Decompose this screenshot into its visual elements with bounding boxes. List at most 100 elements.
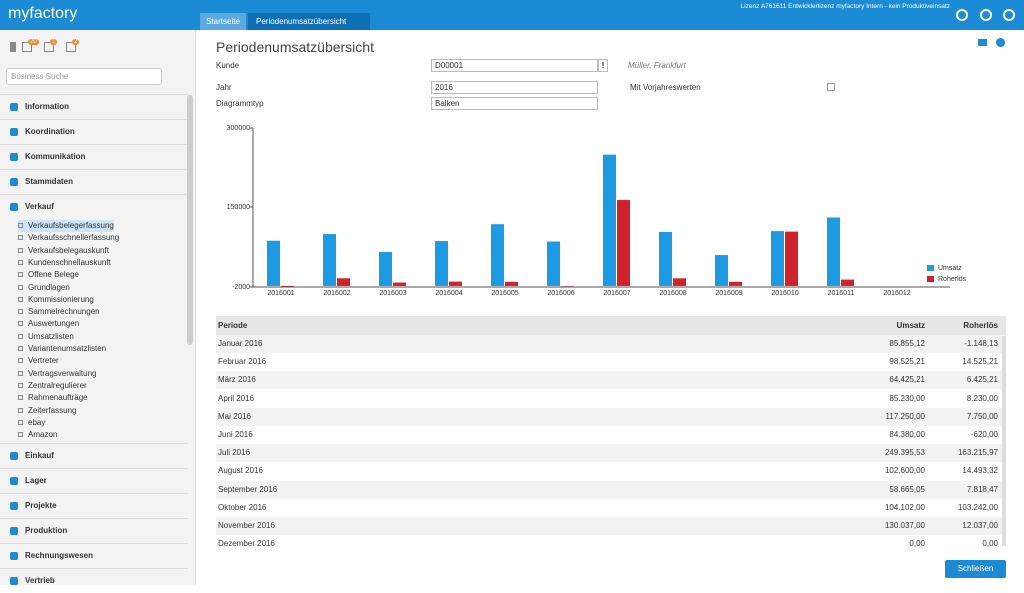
cell: 7.750,00 [967,408,998,426]
settings-icon[interactable] [956,9,968,21]
header-cell: Roherlös [963,321,998,330]
nav-section[interactable]: Koordination [0,119,188,144]
power-icon[interactable] [980,9,992,21]
table-row: Juni 2016 84.380,00 -620,00 [216,426,1006,444]
bar [659,232,672,286]
search-box[interactable]: Business Suche [6,68,162,85]
legend-swatch [927,265,934,271]
x-tick-label: 2016009 [715,290,742,297]
nav-item[interactable]: Auswertungen [18,318,79,330]
cell: Juni 2016 [218,426,253,444]
cell: 7.818,47 [967,481,998,499]
nav-item[interactable]: Umsatzlisten [18,331,74,343]
icon [10,42,16,52]
tab[interactable]: Startseite [200,13,246,30]
nav-item[interactable]: Variantenumsatzlisten [18,343,106,355]
nav-bullet [18,432,23,437]
nav-bullet [18,309,23,314]
badge: 1 [50,39,57,45]
nav-item[interactable]: Vertreter [18,355,59,367]
nav-bullet [18,285,23,290]
nav-item[interactable]: Verkaufsschnellerfassung [18,232,119,244]
nav-item[interactable]: Sammelrechnungen [18,306,100,318]
cell: 14.525,21 [962,353,998,371]
y-tick-label: -2000 [232,284,250,291]
nav-label: Projekte [25,494,57,518]
nav-item[interactable]: Amazon [18,429,57,441]
nav-item[interactable]: Kundenschnellauskunft [18,257,111,269]
bar [729,282,742,286]
select[interactable]: Balken [431,97,598,110]
x-tick-label: 2016006 [547,290,574,297]
cell: 6.425,21 [967,371,998,389]
nav-section[interactable]: Rechnungswesen [0,543,188,568]
nav-bullet [18,297,23,302]
nav-item[interactable]: Kommissionierung [18,294,94,306]
nav-section[interactable]: Produktion [0,518,188,543]
nav-section[interactable]: Verkauf [0,194,188,219]
checkbox[interactable] [827,83,835,91]
bar [547,242,560,286]
nav-icon [10,178,18,186]
nav-label: Kommunikation [25,145,85,169]
mail-icon[interactable] [978,39,987,46]
table-scrollbar[interactable] [1002,336,1006,546]
nav-bullet [18,395,23,400]
nav-item[interactable]: Verkaufsbelegauskunft [18,245,109,257]
cell: 85.855,12 [889,335,925,353]
legend-label: Umsatz [938,265,962,272]
nav-section[interactable]: Vertrieb [0,568,188,593]
nav-icon [10,452,18,460]
cell: 84.380,00 [889,426,925,444]
nav-icon [10,103,18,111]
logout-icon[interactable] [1003,9,1015,21]
nav-icon [10,153,18,161]
x-tick-label: 2016010 [771,290,798,297]
nav-bullet [18,223,23,228]
cell: 8.230,00 [967,390,998,408]
scrollbar[interactable] [187,95,193,345]
cell: 85.230,00 [889,390,925,408]
cell: -620,00 [971,426,998,444]
cell: März 2016 [218,371,256,389]
cell: 58.665,05 [889,481,925,499]
nav-item[interactable]: Rahmenaufträge [18,392,88,404]
nav-icon [10,552,18,560]
x-tick-label: 2016001 [267,290,294,297]
nav-section[interactable]: Projekte [0,493,188,518]
bar [491,224,504,286]
nav-section[interactable]: Lager [0,468,188,493]
nav-item[interactable]: Grundlagen [18,282,70,294]
nav-section[interactable]: Kommunikation [0,144,188,169]
nav-section[interactable]: Information [0,94,188,119]
bar [841,280,854,286]
nav-bullet [18,371,23,376]
x-tick-label: 2016004 [435,290,462,297]
nav-item[interactable]: Offene Belege [18,269,79,281]
nav-item[interactable]: Zentralregulierer [18,380,87,392]
help-icon[interactable] [996,38,1005,47]
tab-active[interactable]: Periodenumsatzübersicht [248,13,370,30]
close-button[interactable]: Schließen [945,560,1006,578]
bar [715,255,728,286]
select[interactable]: 2016 [431,81,598,94]
nav-bullet [18,248,23,253]
input[interactable]: D00001 [431,59,598,72]
nav-label: Lager [25,469,47,493]
nav-item[interactable]: Verkaufsbelegerfassung [18,220,114,232]
nav-icon [10,128,18,136]
nav-section[interactable]: Stammdaten [0,169,188,194]
nav-icon [10,577,18,585]
cell: 130.037,00 [885,517,925,535]
nav-section[interactable]: Einkauf [0,443,188,468]
cell: 14.493,32 [962,462,998,480]
nav-item[interactable]: Zeiterfassung [18,405,76,417]
nav-icon [10,477,18,485]
nav-item[interactable]: Vertragsverwaltung [18,368,96,380]
button[interactable]: ! [598,59,608,72]
nav-icon [10,502,18,510]
